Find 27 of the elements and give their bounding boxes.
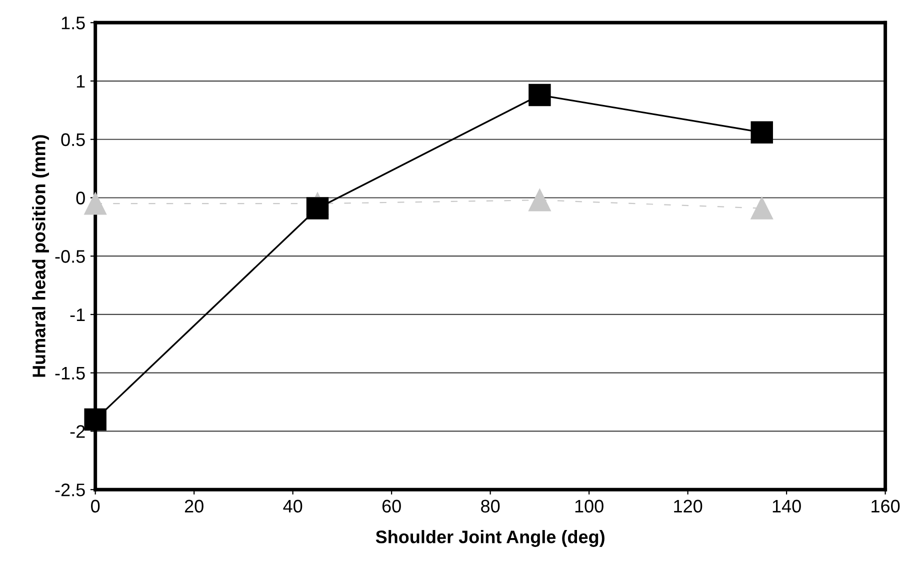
- x-tick-label: 160: [872, 500, 900, 513]
- y-tick-label: 0: [76, 192, 85, 204]
- x-tick-label: 60: [382, 500, 401, 513]
- x-axis-title: Shoulder Joint Angle (deg): [376, 530, 604, 547]
- x-tick-label: 40: [283, 500, 302, 513]
- y-tick-label: -1: [70, 308, 85, 322]
- point: [528, 188, 551, 212]
- point: [84, 408, 106, 431]
- point: [306, 197, 329, 220]
- y-tick-label: -1.5: [55, 366, 85, 380]
- y-tick-label: -2.5: [55, 484, 85, 496]
- point: [528, 84, 551, 106]
- y-axis-title: Humaral head position (mm): [32, 135, 49, 377]
- x-tick-label: 80: [481, 500, 500, 513]
- x-tick-label: 120: [674, 500, 702, 513]
- y-tick-label: -2: [70, 425, 85, 438]
- point: [750, 197, 773, 220]
- x-tick-label: 140: [772, 500, 801, 513]
- y-tick-label: 0.5: [61, 133, 85, 146]
- y-tick-label: -0.5: [55, 250, 85, 263]
- x-tick-label: 0: [91, 500, 100, 513]
- y-tick-label: 1.5: [62, 16, 85, 30]
- point: [84, 192, 106, 215]
- x-tick-label: 20: [184, 500, 204, 513]
- x-tick-label: 100: [575, 500, 604, 513]
- point: [750, 121, 773, 144]
- y-tick-label: 1: [76, 75, 85, 88]
